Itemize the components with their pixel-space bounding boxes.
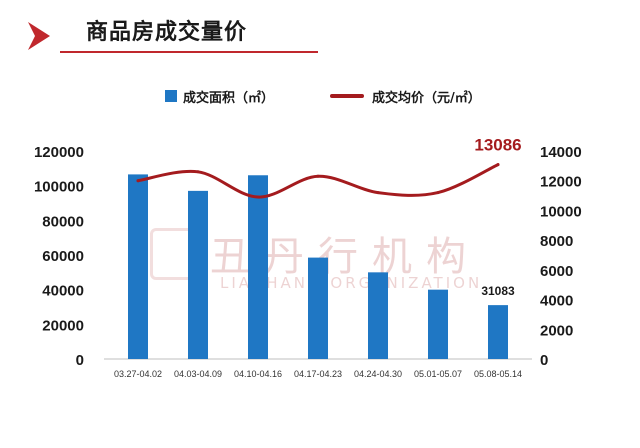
- data-label-area: 31083: [481, 284, 515, 298]
- page-title: 商品房成交量价: [86, 20, 248, 45]
- legend-item-area: 成交面积（㎡）: [165, 84, 274, 108]
- y-left-tick-label: 120000: [34, 144, 84, 161]
- y-right-tick-label: 6000: [540, 263, 573, 280]
- y-right-tick-label: 8000: [540, 233, 573, 250]
- bar-area-6: [428, 289, 448, 359]
- y-right-tick-label: 10000: [540, 203, 582, 220]
- legend-label-area: 成交面积（㎡）: [183, 90, 275, 106]
- bar-area-1: [128, 174, 148, 359]
- title-underline: [60, 51, 318, 53]
- y-left-tick-label: 0: [76, 352, 84, 369]
- point-price-5: [376, 191, 380, 195]
- slide-header: 商品房成交量价: [0, 0, 640, 62]
- x-tick-label: 05.01-05.07: [414, 369, 462, 379]
- point-price-3: [256, 195, 260, 199]
- legend-swatch-bar: [165, 90, 177, 102]
- legend-item-price: 成交均价（元/㎡）: [330, 84, 481, 108]
- y-left-tick-label: 80000: [42, 213, 84, 230]
- point-price-6: [436, 191, 440, 195]
- bar-area-4: [308, 257, 328, 359]
- y-left-tick-label: 100000: [34, 179, 84, 196]
- y-right-tick-label: 14000: [540, 144, 582, 161]
- y-right-tick-label: 2000: [540, 322, 573, 339]
- x-tick-label: 04.03-04.09: [174, 369, 222, 379]
- bar-area-3: [248, 175, 268, 359]
- x-tick-label: 04.10-04.16: [234, 369, 282, 379]
- x-tick-label: 05.08-05.14: [474, 369, 522, 379]
- x-tick-label: 04.24-04.30: [354, 369, 402, 379]
- point-price-2: [196, 170, 200, 174]
- y-right-tick-label: 12000: [540, 174, 582, 191]
- y-left-tick-label: 60000: [42, 248, 84, 265]
- point-price-1: [136, 179, 140, 183]
- x-tick-label: 04.17-04.23: [294, 369, 342, 379]
- chart-legend: 成交面积（㎡） 成交均价（元/㎡）: [0, 84, 640, 108]
- bar-area-5: [368, 272, 388, 359]
- y-left-tick-label: 40000: [42, 283, 84, 300]
- point-price-4: [316, 174, 320, 178]
- chevron-right-icon: [28, 22, 50, 50]
- legend-swatch-line: [330, 94, 364, 98]
- bar-area-2: [188, 190, 208, 359]
- point-price-7: [496, 163, 500, 167]
- data-label-price: 13086: [474, 136, 521, 155]
- x-tick-label: 03.27-04.02: [114, 369, 162, 379]
- legend-label-price: 成交均价（元/㎡）: [372, 90, 481, 106]
- y-right-tick-label: 0: [540, 352, 548, 369]
- bar-area-7: [488, 305, 508, 359]
- y-right-tick-label: 4000: [540, 293, 573, 310]
- y-left-tick-label: 20000: [42, 317, 84, 334]
